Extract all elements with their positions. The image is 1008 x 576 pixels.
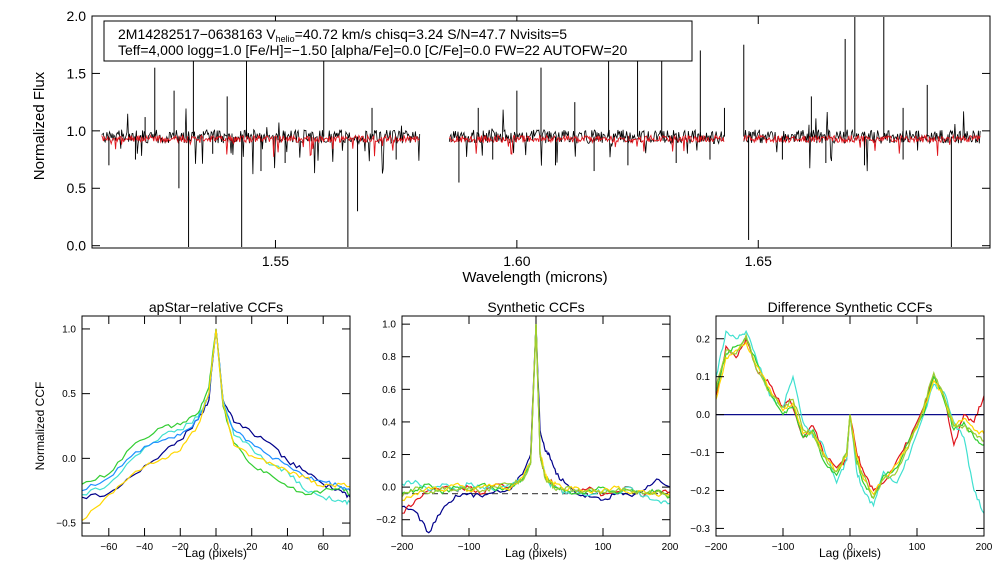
model-spectrum-chip-3 <box>743 133 981 156</box>
difference-ccf-xlabel: Lag (pixels) <box>819 546 881 560</box>
apstar-ccf-panel: apStar−relative CCFs −60 −40 −20 0 20 40 60 −0.… <box>33 299 351 560</box>
annotation-line-2: Teff=4,000 logg=1.0 [Fe/H]=−1.50 [alpha/… <box>118 42 627 58</box>
spectrum-ytick-label: 1.0 <box>67 123 87 139</box>
apstar-ccf-ytick-label: −0.5 <box>56 519 76 530</box>
synthetic-ccf-axes: −200 −100 0 100 200 −0.2 0.0 0.2 0.4 0.6 0.8 1.0 <box>376 316 679 553</box>
synthetic-ccf-ytick-label: 0.8 <box>382 352 396 363</box>
synthetic-ccf-series-visit5 <box>401 324 671 498</box>
synthetic-ccf-xtick-label: −100 <box>458 542 481 553</box>
annotation-line-1: 2M14282517−0638163 Vhelio=40.72 km/s chi… <box>118 26 567 44</box>
synthetic-ccf-xtick-label: −200 <box>391 542 414 553</box>
difference-ccf-series-visit5 <box>715 332 985 500</box>
spectrum-axes: 1.55 1.60 1.65 0.0 0.5 1.0 1.5 2.0 <box>67 8 990 269</box>
synthetic-ccf-title: Synthetic CCFs <box>487 299 584 315</box>
spectrum-panel: 1.55 1.60 1.65 0.0 0.5 1.0 1.5 2.0 2M14282517−0… <box>31 8 991 286</box>
apstar-ccf-ytick-label: 1.0 <box>62 324 76 335</box>
apstar-ccf-ytick-label: 0.0 <box>62 454 76 465</box>
apstar-ccf-lines <box>81 328 351 522</box>
difference-ccf-frame <box>715 315 985 537</box>
annotation-stats: =40.72 km/s chisq=3.24 S/N=47.7 Nvisits=… <box>295 26 568 42</box>
apstar-ccf-axes: −60 −40 −20 0 20 40 60 −0.5 0.0 0.5 1.0 <box>56 316 350 553</box>
apstar-ccf-frame <box>81 315 351 537</box>
spectrum-ytick-label: 0.5 <box>67 180 87 196</box>
synthetic-ccf-ytick-label: 1.0 <box>382 320 396 331</box>
spectrum-xtick-label: 1.65 <box>745 253 772 269</box>
apstar-ccf-series-visit5 <box>81 328 351 522</box>
synthetic-ccf-xlabel: Lag (pixels) <box>505 546 567 560</box>
synthetic-ccf-series-visit3 <box>401 324 671 499</box>
apstar-ccf-series-visit3 <box>81 328 351 496</box>
spectrum-xtick-label: 1.60 <box>503 253 530 269</box>
observed-spectrum-chip-2 <box>448 109 725 166</box>
difference-ccf-xtick-label: 100 <box>909 542 926 553</box>
synthetic-ccf-xtick-label: 100 <box>595 542 612 553</box>
difference-ccf-ytick-label: −0.3 <box>690 524 710 535</box>
synthetic-ccf-ytick-label: −0.2 <box>376 515 396 526</box>
annotation-star-id: 2M14282517−0638163 V <box>118 26 276 42</box>
spectrum-frame <box>91 15 991 249</box>
apstar-ccf-xtick-label: 40 <box>282 542 294 553</box>
difference-ccf-xtick-label: −200 <box>705 542 728 553</box>
apstar-ccf-xlabel: Lag (pixels) <box>185 546 247 560</box>
spectrum-xlabel: Wavelength (microns) <box>462 269 607 286</box>
difference-ccf-ytick-label: 0.2 <box>696 334 710 345</box>
synthetic-ccf-ytick-label: 0.2 <box>382 450 396 461</box>
synthetic-ccf-series-visit2 <box>401 324 671 505</box>
synthetic-ccf-ytick-label: 0.4 <box>382 417 396 428</box>
synthetic-ccf-frame <box>401 315 671 537</box>
synthetic-ccf-ytick-label: 0.0 <box>382 483 396 494</box>
observed-spectrum-chip-3 <box>743 111 981 172</box>
apstar-ccf-xtick-label: −60 <box>100 542 117 553</box>
synthetic-ccf-series-visit4 <box>401 324 671 502</box>
difference-ccf-title: Difference Synthetic CCFs <box>768 299 933 315</box>
apstar-ccf-ytick-label: 0.5 <box>62 389 76 400</box>
apstar-ccf-xtick-label: −20 <box>172 542 189 553</box>
synthetic-ccf-xtick-label: 0 <box>533 542 539 553</box>
difference-ccf-xtick-label: 200 <box>976 542 993 553</box>
difference-ccf-xtick-label: −100 <box>772 542 795 553</box>
difference-ccf-panel: Difference Synthetic CCFs −200 −100 0 100 20… <box>690 299 993 560</box>
difference-ccf-ytick-label: 0.0 <box>696 410 710 421</box>
spectrum-ytick-label: 0.0 <box>67 238 87 254</box>
apstar-ccf-xtick-label: 60 <box>318 542 330 553</box>
difference-ccf-lines <box>715 329 985 514</box>
apstar-ccf-xtick-label: −40 <box>136 542 153 553</box>
spectrum-ytick-label: 1.5 <box>67 65 87 81</box>
difference-ccf-ytick-label: −0.2 <box>690 486 710 497</box>
apstar-ccf-xtick-label: 0 <box>213 542 219 553</box>
difference-ccf-ytick-label: −0.1 <box>690 448 710 459</box>
spectrum-lines <box>101 17 981 247</box>
synthetic-ccf-ytick-label: 0.6 <box>382 385 396 396</box>
apstar-ccf-series-visit1 <box>81 328 351 500</box>
synthetic-ccf-lines <box>401 324 671 534</box>
spectrum-ytick-label: 2.0 <box>67 8 87 24</box>
difference-ccf-xtick-label: 0 <box>847 542 853 553</box>
apstar-ccf-series-visit4 <box>81 328 351 492</box>
model-spectrum-chip-2 <box>448 134 725 155</box>
synthetic-ccf-xtick-label: 200 <box>662 542 679 553</box>
apstar-ccf-ylabel: Normalized CCF <box>33 382 47 471</box>
annotation-subscript: helio <box>276 34 295 44</box>
spectrum-xtick-label: 1.55 <box>262 253 289 269</box>
annotation-box <box>103 20 693 62</box>
difference-ccf-axes: −200 −100 0 100 200 −0.3 −0.2 −0.1 0.0 0.1 0.2 <box>690 316 993 553</box>
spectrum-ylabel: Normalized Flux <box>31 71 48 180</box>
synthetic-ccf-series-template <box>401 324 671 534</box>
difference-ccf-ytick-label: 0.1 <box>696 372 710 383</box>
synthetic-ccf-panel: Synthetic CCFs −200 −100 0 100 200 −0.2 0.0 0.2… <box>376 299 679 560</box>
apstar-ccf-xtick-label: 20 <box>246 542 258 553</box>
apstar-ccf-title: apStar−relative CCFs <box>149 299 283 315</box>
